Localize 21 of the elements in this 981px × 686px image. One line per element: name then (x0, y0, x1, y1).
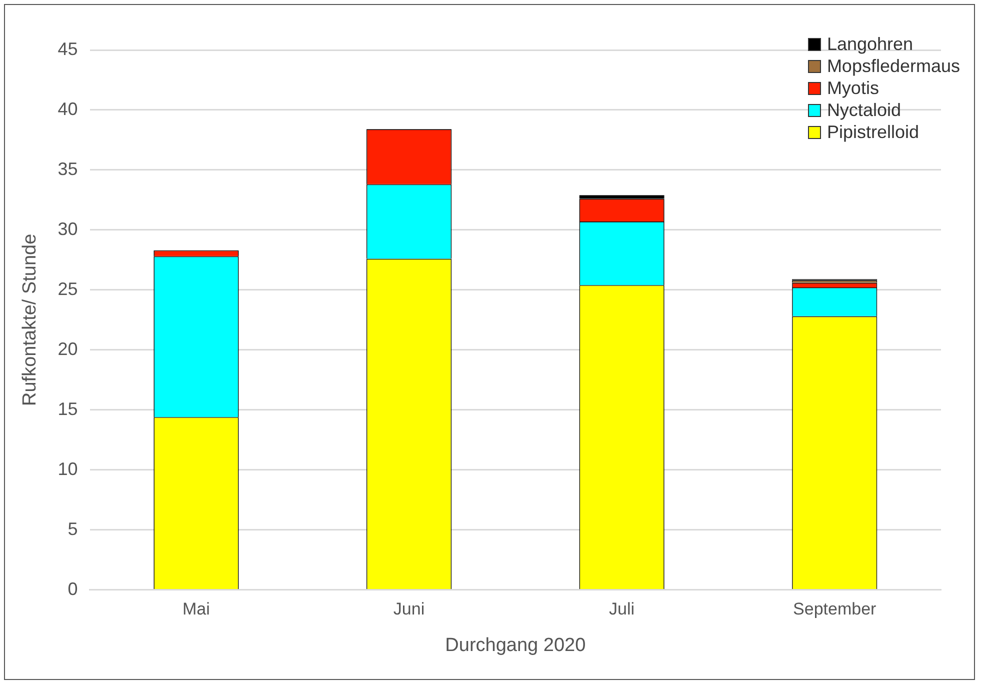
y-tick-label: 5 (68, 518, 78, 539)
x-tick-label: September (793, 600, 877, 619)
y-tick-label: 35 (58, 158, 78, 179)
legend-label: Nyctaloid (826, 100, 901, 120)
y-tick-label: 10 (58, 458, 78, 479)
y-tick-label: 25 (58, 278, 78, 299)
legend-label: Mopsfledermaus (826, 56, 960, 76)
x-tick-label: Mai (182, 600, 210, 619)
y-tick-label: 40 (58, 98, 78, 119)
x-tick-label: Juli (609, 600, 635, 619)
y-tick-label: 45 (58, 38, 78, 59)
y-tick-label: 15 (58, 398, 78, 419)
legend-label: Myotis (826, 78, 879, 98)
legend-label: Langohren (826, 34, 914, 54)
y-tick-label: 0 (68, 578, 78, 599)
x-axis-title: Durchgang 2020 (445, 634, 586, 656)
y-tick-label: 20 (58, 338, 78, 359)
y-axis-title: Rufkontakte/ Stunde (20, 234, 41, 406)
y-tick-label: 30 (58, 218, 78, 239)
x-tick-label: Juni (393, 600, 425, 619)
legend-label: Pipistrelloid (826, 122, 919, 142)
